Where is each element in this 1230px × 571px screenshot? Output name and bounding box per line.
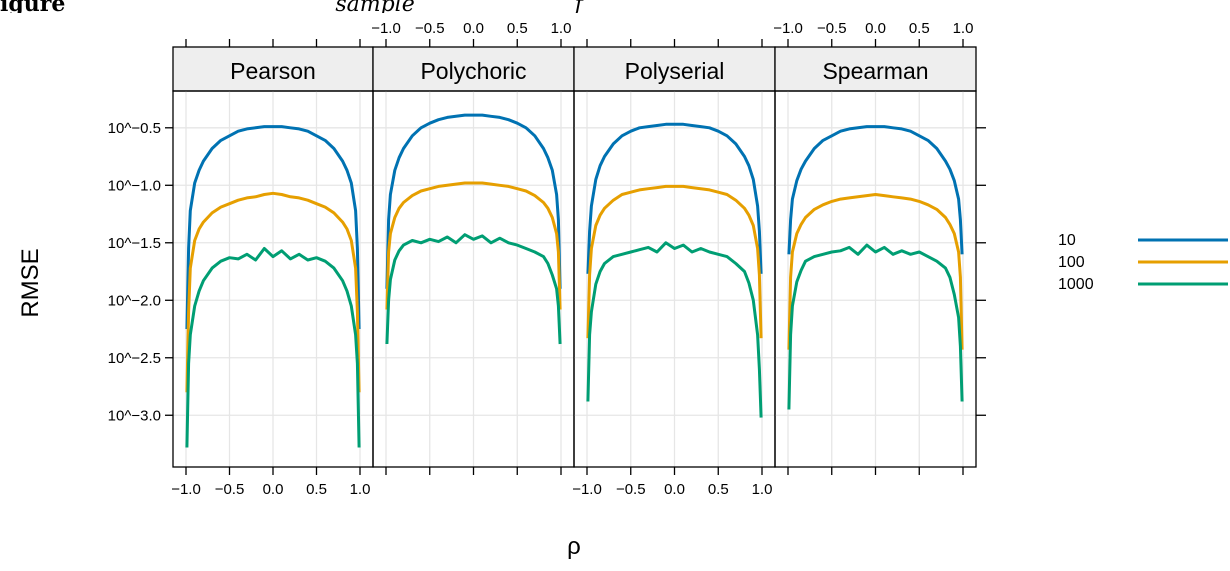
caption-fragment: igure sample f (0, 0, 1230, 13)
x-tick-label: −0.5 (616, 481, 646, 498)
series-line-1000 (185, 247, 361, 448)
strip-background (172, 46, 374, 92)
strip-background (774, 46, 977, 92)
y-tick-label: 10^−1.5 (108, 235, 161, 252)
x-tick-label: 0.0 (463, 20, 484, 37)
x-tick-label: −0.5 (817, 20, 847, 37)
panel-grid (775, 91, 976, 467)
x-tick-label: 0.0 (865, 20, 886, 37)
panel-pearson: Pearson (172, 46, 374, 468)
series-line-10 (586, 122, 763, 274)
caption-right-fragment: f (574, 0, 583, 13)
x-tick-label: 1.0 (953, 20, 974, 37)
panel-polyserial: Polyserial (573, 46, 776, 468)
strip-label: Polyserial (625, 58, 725, 84)
x-tick-label: 0.5 (708, 481, 729, 498)
legend-label: 10 (1058, 232, 1076, 249)
x-tick-label: 1.0 (350, 481, 371, 498)
caption-bold-fragment: igure (0, 0, 66, 13)
legend-item-10: 10 (1058, 232, 1228, 249)
x-tick-label: 0.5 (507, 20, 528, 37)
x-tick-label: −1.0 (171, 481, 201, 498)
series-line-100 (385, 181, 562, 310)
y-tick-label: 10^−0.5 (108, 120, 161, 137)
series-line-100 (185, 191, 361, 393)
axes-layer: −1.0 −0.5 0.0 0.5 1.0 −1.0 −0.5 0.0 0.5 1.0 −1.0 −0… (108, 20, 986, 498)
strip-label: Polychoric (420, 58, 526, 84)
x-axis-title: ρ (567, 533, 581, 560)
x-tick-label: −0.5 (415, 20, 445, 37)
panels-layer: Pearson Polychoric Polyserial Spearman (172, 46, 977, 468)
series-line-10 (787, 125, 964, 255)
caption-middle-fragment: sample (335, 0, 415, 13)
legend-label: 1000 (1058, 276, 1094, 293)
x-tick-label: 1.0 (551, 20, 572, 37)
y-tick-label: 10^−2.0 (108, 292, 161, 309)
x-tick-label: 1.0 (752, 481, 773, 498)
series-line-10 (185, 125, 361, 330)
x-tick-label: −1.0 (773, 20, 803, 37)
x-tick-label: 0.0 (664, 481, 685, 498)
panel-spearman: Spearman (774, 46, 977, 468)
panel-grid (574, 91, 775, 467)
panel-polychoric: Polychoric (372, 46, 575, 468)
series-line-10 (385, 113, 562, 289)
series-line-1000 (787, 243, 964, 410)
series-line-1000 (385, 233, 562, 345)
legend: 10 100 1000 (1058, 232, 1228, 293)
series-line-100 (787, 193, 964, 350)
legend-label: 100 (1058, 254, 1085, 271)
strip-label: Spearman (822, 58, 928, 84)
x-tick-label: −1.0 (371, 20, 401, 37)
strip-label: Pearson (230, 58, 316, 84)
legend-item-1000: 1000 (1058, 276, 1228, 293)
y-axis-title: RMSE (17, 248, 44, 317)
strip-background (372, 46, 575, 92)
y-tick-label: 10^−2.5 (108, 350, 161, 367)
y-tick-label: 10^−3.0 (108, 407, 161, 424)
y-tick-label: 10^−1.0 (108, 177, 161, 194)
series-line-100 (586, 184, 763, 339)
x-tick-label: 0.5 (909, 20, 930, 37)
x-tick-label: 0.5 (306, 481, 327, 498)
x-tick-label: −0.5 (215, 481, 245, 498)
legend-item-100: 100 (1058, 254, 1228, 271)
x-tick-label: −1.0 (572, 481, 602, 498)
x-tick-label: 0.0 (263, 481, 284, 498)
series-line-1000 (586, 241, 763, 418)
